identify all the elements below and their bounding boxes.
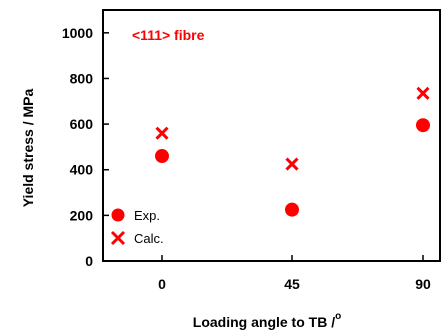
legend-circle-marker [111, 208, 125, 222]
x-tick-label: 90 [415, 276, 431, 292]
x-axis-title-text: Loading angle to TB / [193, 314, 335, 330]
legend-x-marker [110, 230, 126, 246]
y-tick-label: 800 [70, 70, 94, 86]
x-tick-label: 45 [284, 276, 300, 292]
data-points [155, 86, 430, 217]
y-axis-ticks: 0 200 400 600 800 1000 [62, 25, 109, 269]
y-tick-label: 0 [85, 253, 93, 269]
y-tick-label: 200 [70, 207, 94, 223]
legend-label-exp: Exp. [134, 208, 160, 223]
plot-border [102, 9, 441, 262]
calc-point [155, 126, 169, 140]
y-axis-title: Yield stress / MPa [20, 89, 36, 208]
x-axis-ticks: 0 45 90 [158, 255, 431, 292]
y-tick-label: 1000 [62, 25, 93, 41]
legend: Exp. Calc. [110, 208, 164, 246]
exp-point [416, 118, 430, 133]
x-axis-title: Loading angle to TB /o [193, 311, 341, 330]
annotation-fibre: <111> fibre [132, 27, 205, 43]
calc-point [416, 86, 430, 100]
plot-frame [102, 9, 441, 262]
x-tick-label: 0 [158, 276, 166, 292]
exp-point [285, 202, 299, 217]
exp-point [155, 149, 169, 164]
y-tick-label: 400 [70, 162, 94, 178]
legend-label-calc: Calc. [134, 231, 164, 246]
x-axis-title-degree: o [335, 311, 341, 322]
calc-point [285, 157, 299, 171]
y-tick-label: 600 [70, 116, 94, 132]
